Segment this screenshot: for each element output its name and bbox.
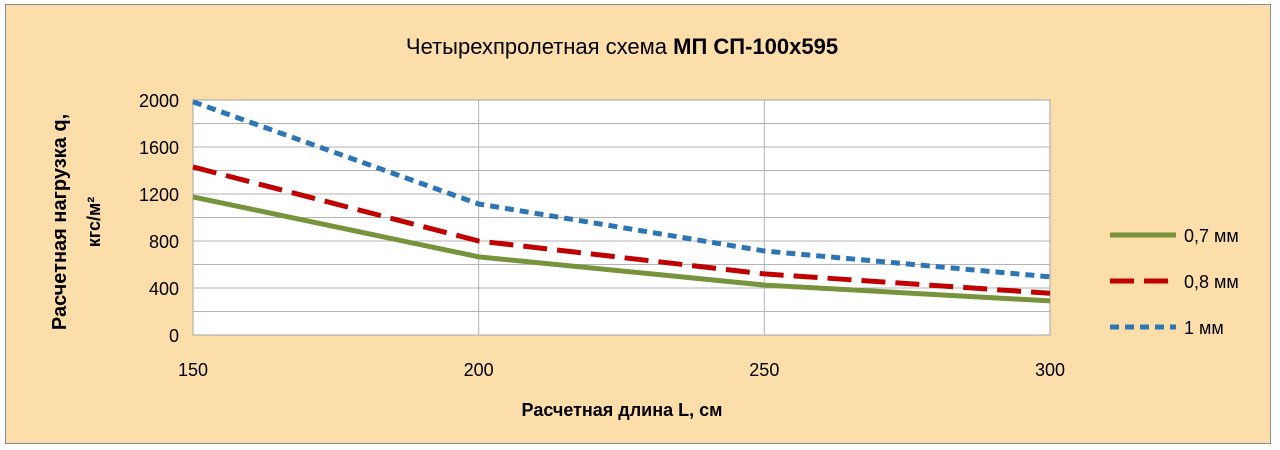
x-tick-label: 200 xyxy=(464,360,494,380)
y-tick-label: 800 xyxy=(149,232,179,252)
y-axis-label-line1: Расчетная нагрузка q, xyxy=(49,114,71,330)
y-tick-label: 1200 xyxy=(139,185,179,205)
legend-label: 0,8 мм xyxy=(1184,272,1239,292)
x-tick-label: 300 xyxy=(1035,360,1065,380)
legend: 0,7 мм 0,8 мм 1 мм xyxy=(1110,226,1239,338)
y-axis-label-line2: кгс/м² xyxy=(84,197,104,248)
y-tick-label: 2000 xyxy=(139,91,179,111)
series-line-0-8 xyxy=(192,164,1051,296)
x-axis-label: Расчетная длина L, см xyxy=(522,400,723,420)
legend-label: 1 мм xyxy=(1184,318,1224,338)
x-tick-label: 150 xyxy=(178,360,208,380)
y-tick-label: 400 xyxy=(149,279,179,299)
plot-area: 0 400 800 1200 1600 2000 150 200 250 300 xyxy=(139,91,1065,380)
y-tick-label: 1600 xyxy=(139,138,179,158)
series-line-0-7 xyxy=(192,194,1051,304)
plot-border xyxy=(192,99,1051,336)
chart-title: Четырехпролетная схема МП СП-100х595 xyxy=(406,34,838,59)
x-tick-label: 250 xyxy=(749,360,779,380)
series-line-1 xyxy=(192,99,1051,280)
y-tick-label: 0 xyxy=(169,326,179,346)
legend-label: 0,7 мм xyxy=(1184,226,1239,246)
